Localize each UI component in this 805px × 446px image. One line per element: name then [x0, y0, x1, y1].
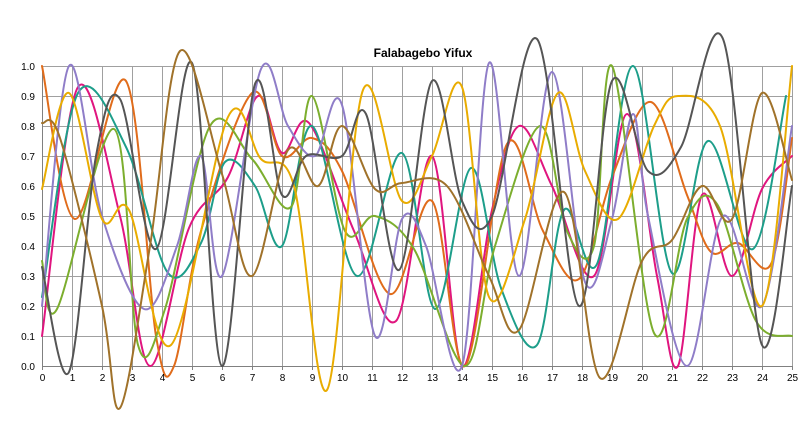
x-tick-label: 13	[427, 373, 439, 384]
x-tick-label: 9	[310, 373, 316, 384]
x-tick-label: 19	[607, 373, 619, 384]
x-tick-label: 24	[757, 373, 769, 384]
series-line-5	[41, 61, 793, 372]
x-tick-label: 7	[250, 373, 256, 384]
x-tick-label: 6	[220, 373, 226, 384]
series-line-6	[41, 65, 793, 392]
x-tick-label: 22	[697, 373, 709, 384]
y-tick-label: 0.5	[21, 212, 35, 223]
y-tick-label: 0.3	[21, 272, 35, 283]
y-tick-label: 0.9	[21, 92, 35, 103]
x-tick-label: 11	[367, 373, 378, 384]
x-tick-label: 5	[190, 373, 196, 384]
series-line-2	[41, 65, 793, 378]
x-tick-label: 8	[280, 373, 286, 384]
x-tick-label: 2	[100, 373, 106, 384]
series-lines	[41, 32, 793, 410]
x-tick-label: 17	[547, 373, 559, 384]
axes	[42, 66, 793, 370]
y-tick-label: 0.4	[21, 242, 35, 253]
x-tick-label: 25	[787, 373, 799, 384]
y-tick-label: 0.8	[21, 122, 35, 133]
y-tick-label: 0.6	[21, 182, 35, 193]
x-tick-label: 15	[487, 373, 499, 384]
y-tick-label: 1.0	[21, 62, 35, 73]
x-tick-label: 4	[160, 373, 166, 384]
y-tick-label: 0.1	[21, 332, 35, 343]
x-tick-label: 3	[130, 373, 136, 384]
series-line-4	[41, 64, 793, 368]
chart-title: Falabagebo Yifux	[374, 46, 473, 60]
series-line-8	[41, 49, 793, 410]
y-tick-label: 0.2	[21, 302, 35, 313]
x-tick-label: 21	[667, 373, 679, 384]
series-line-7	[41, 32, 793, 376]
tick-labels: 0.00.10.20.30.40.50.60.70.80.91.00 1 2 3 4 5 6…	[21, 62, 798, 384]
x-tick-label: 14	[457, 373, 469, 384]
x-tick-label: 10	[337, 373, 349, 384]
series-line-3	[41, 64, 787, 349]
y-tick-label: 0.0	[21, 362, 35, 373]
y-tick-label: 0.7	[21, 152, 35, 163]
x-tick-label: 20	[637, 373, 649, 384]
x-tick-label: 12	[397, 373, 409, 384]
x-tick-label: 23	[727, 373, 739, 384]
x-tick-label: 1	[70, 373, 76, 384]
x-tick-label: 0	[40, 373, 46, 384]
x-tick-label: 16	[517, 373, 529, 384]
x-tick-label: 18	[577, 373, 589, 384]
